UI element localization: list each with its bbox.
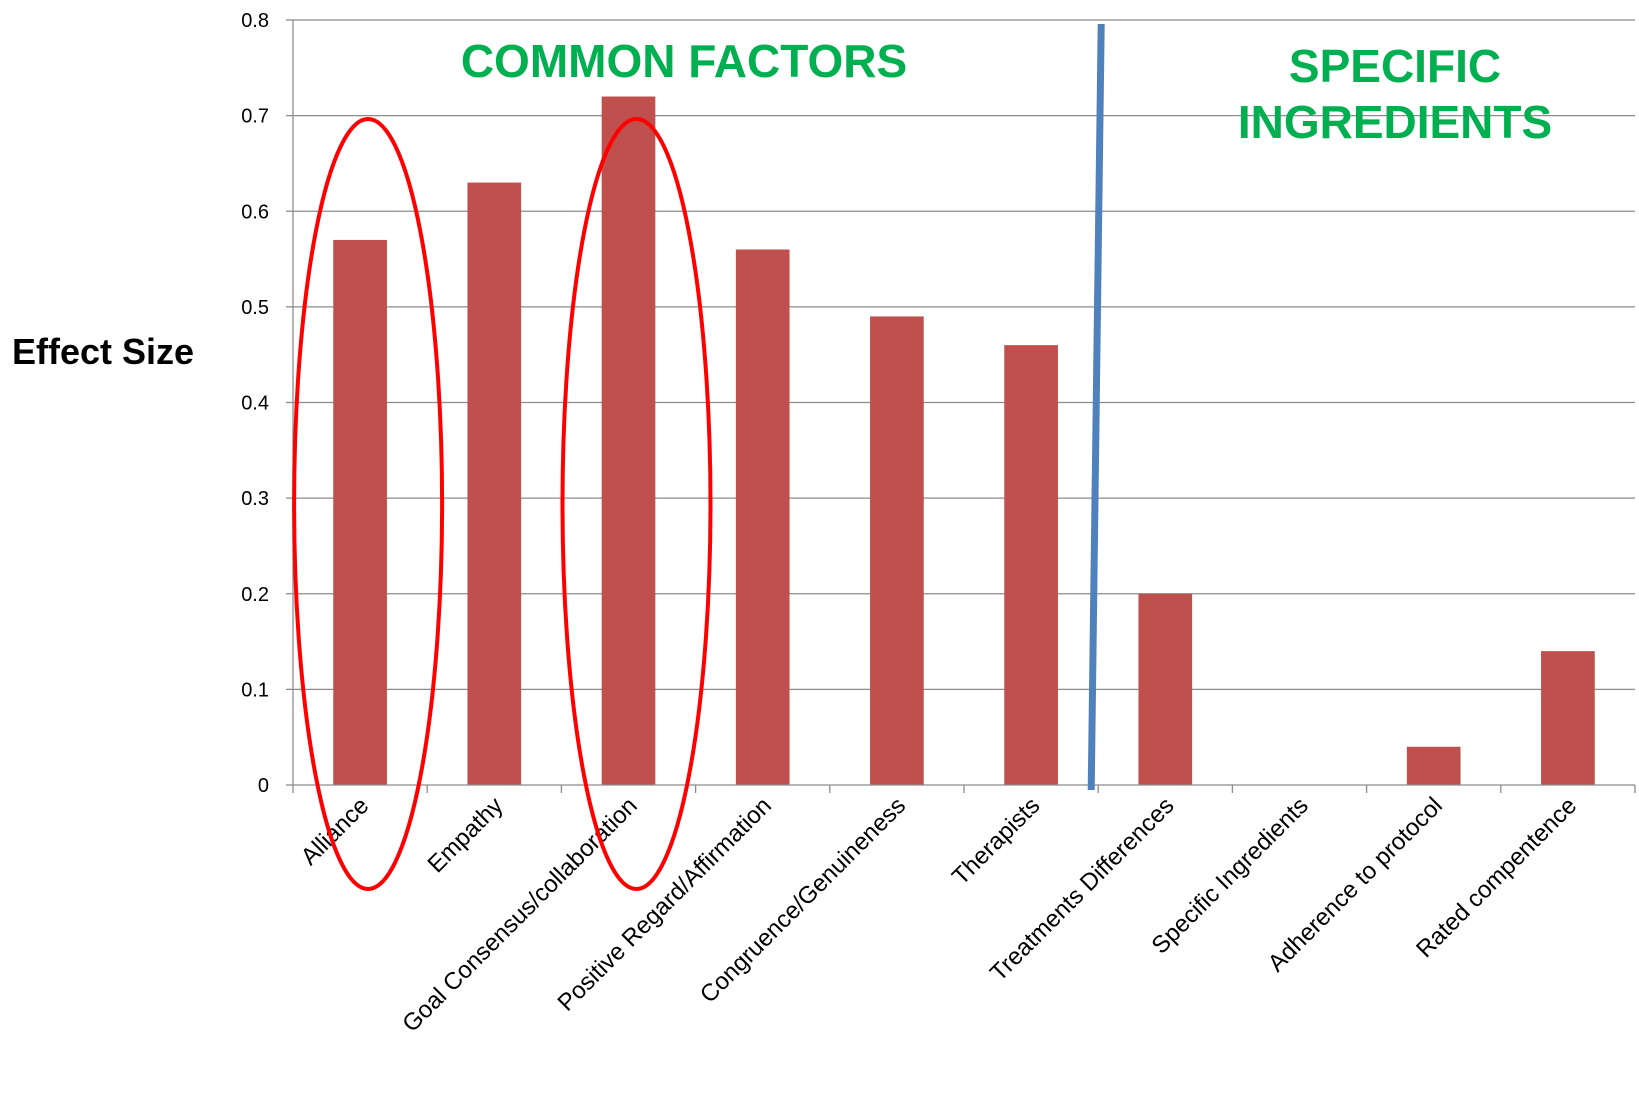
bar <box>1004 345 1058 785</box>
divider-line <box>1087 23 1105 791</box>
y-tick-label: 0.7 <box>241 106 269 128</box>
y-axis-label: Effect Size <box>12 331 194 372</box>
y-tick-label: 0.1 <box>241 679 269 701</box>
highlight-ellipse <box>560 117 713 891</box>
x-tick-label: Empathy <box>422 792 508 878</box>
y-tick-label: 0.4 <box>241 393 269 415</box>
y-tick-label: 0.2 <box>241 584 269 606</box>
common-factors-annotation: COMMON FACTORS <box>461 35 907 87</box>
bar <box>870 316 924 785</box>
x-tick-label: Positive Regard/Affirmation <box>553 792 777 1016</box>
y-tick-label: 0.8 <box>241 10 269 32</box>
x-tick-label: Goal Consensus/collaboration <box>397 792 643 1038</box>
bar <box>735 249 790 785</box>
bar <box>1541 651 1595 785</box>
specific-ingredients-annotation-line2: INGREDIENTS <box>1238 96 1552 148</box>
bar <box>1138 593 1193 785</box>
x-tick-label: Therapists <box>947 792 1045 890</box>
y-tick-label: 0 <box>258 775 269 797</box>
y-tick-label: 0.6 <box>241 201 269 223</box>
bar <box>1406 746 1461 785</box>
specific-ingredients-annotation-line1: SPECIFIC <box>1289 40 1501 92</box>
y-tick-labels: 0 0.1 0.2 0.3 0.4 0.5 0.6 0.7 0.8 <box>241 10 269 797</box>
bar <box>467 182 522 785</box>
y-tick-label: 0.3 <box>241 488 269 510</box>
axes <box>286 19 1636 793</box>
bars <box>333 96 1595 785</box>
bar <box>601 96 656 785</box>
x-tick-label: Alliance <box>296 792 375 871</box>
highlight-ellipse <box>292 117 445 891</box>
y-tick-label: 0.5 <box>241 297 269 319</box>
bar <box>333 239 387 785</box>
annotations <box>292 23 1105 891</box>
